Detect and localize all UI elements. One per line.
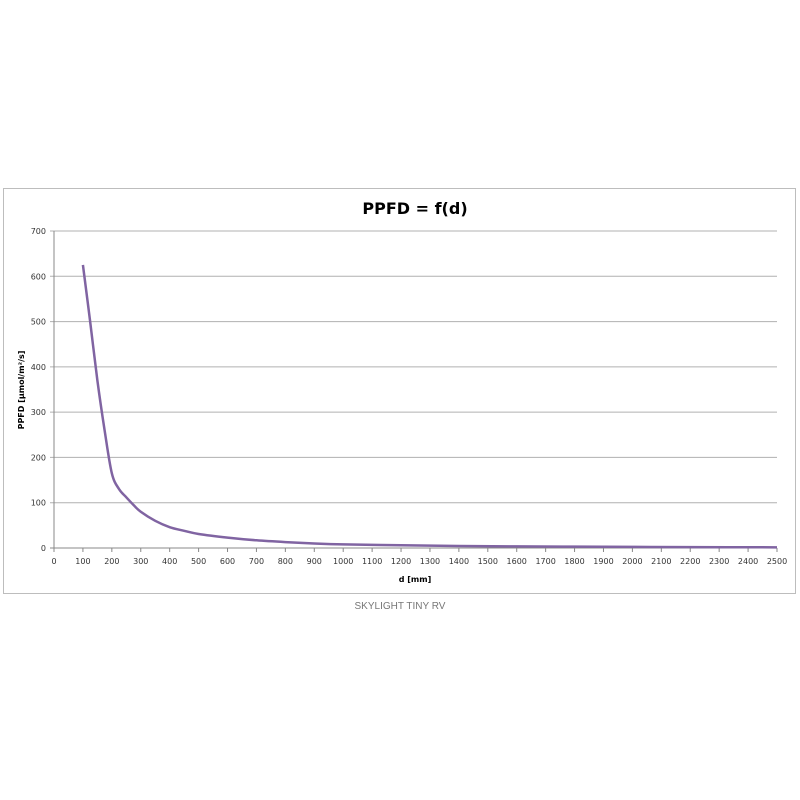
- x-tick-label: 1100: [362, 557, 382, 566]
- x-tick-label: 1300: [420, 557, 440, 566]
- x-tick-label: 400: [162, 557, 177, 566]
- chart-frame: [3, 188, 796, 594]
- x-tick-label: 1800: [564, 557, 584, 566]
- y-tick-label: 200: [31, 453, 46, 462]
- x-tick-label: 300: [133, 557, 148, 566]
- x-tick-label: 2100: [651, 557, 671, 566]
- y-tick-label: 100: [31, 499, 46, 508]
- x-tick-label: 1000: [333, 557, 353, 566]
- x-tick-label: 700: [249, 557, 264, 566]
- x-tick-label: 800: [278, 557, 293, 566]
- y-tick-label: 600: [31, 272, 46, 281]
- caption: SKYLIGHT TINY RV: [354, 601, 446, 612]
- chart-title: PPFD = f(d): [362, 199, 467, 218]
- x-axis-label: d [mm]: [399, 575, 432, 584]
- x-tick-label: 500: [191, 557, 206, 566]
- x-tick-label: 1900: [593, 557, 613, 566]
- x-tick-label: 0: [51, 557, 56, 566]
- x-tick-label: 200: [104, 557, 119, 566]
- x-tick-label: 2000: [622, 557, 642, 566]
- x-tick-label: 1200: [391, 557, 411, 566]
- y-tick-label: 300: [31, 408, 46, 417]
- y-tick-label: 700: [31, 227, 46, 236]
- x-tick-label: 900: [307, 557, 322, 566]
- x-tick-label: 2200: [680, 557, 700, 566]
- x-tick-label: 2500: [767, 557, 787, 566]
- x-tick-label: 1500: [478, 557, 498, 566]
- y-tick-label: 500: [31, 318, 46, 327]
- y-axis-label: PPFD [µmol/m²/s]: [17, 351, 26, 430]
- y-tick-label: 400: [31, 363, 46, 372]
- x-tick-label: 2300: [709, 557, 729, 566]
- y-tick-label: 0: [41, 544, 46, 553]
- x-tick-label: 1600: [507, 557, 527, 566]
- x-tick-label: 600: [220, 557, 235, 566]
- x-tick-label: 100: [75, 557, 90, 566]
- series-line: [81, 264, 778, 549]
- x-tick-label: 2400: [738, 557, 758, 566]
- x-tick-label: 1700: [535, 557, 555, 566]
- x-tick-label: 1400: [449, 557, 469, 566]
